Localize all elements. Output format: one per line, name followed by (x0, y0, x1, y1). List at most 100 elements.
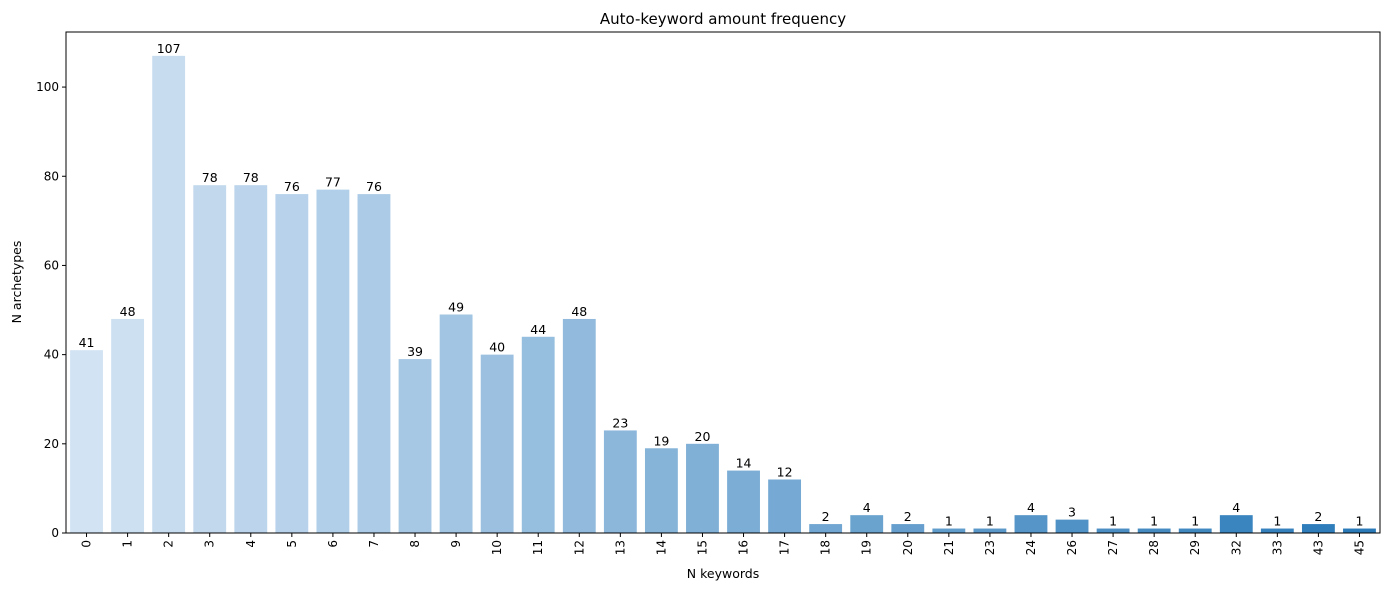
x-tick-label: 29 (1188, 540, 1202, 555)
bar-value-label: 1 (1150, 514, 1158, 529)
x-tick-label: 6 (326, 540, 340, 548)
x-tick-label: 9 (449, 540, 463, 548)
bar-value-label: 4 (863, 500, 871, 515)
bar-15 (686, 443, 719, 533)
bar-8 (398, 359, 432, 533)
x-tick-label: 13 (613, 540, 627, 555)
bar-value-label: 2 (1314, 509, 1322, 524)
bar-23 (973, 528, 1007, 533)
x-tick-label: 19 (860, 540, 874, 555)
x-tick-label: 16 (737, 540, 751, 555)
bar-21 (932, 528, 966, 533)
y-tick-label: 60 (44, 258, 59, 272)
x-axis-ticks: 0 1 2 3 4 5 6 7 8 9 10 11 12 13 14 15 16 17 18 19 20 21 23 24 26… (80, 533, 1366, 555)
bar-value-label: 12 (777, 464, 793, 479)
bar-24 (1014, 515, 1048, 533)
bar-1 (111, 318, 145, 533)
x-tick-label: 14 (654, 540, 668, 555)
x-tick-label: 27 (1106, 540, 1120, 555)
bar-14 (644, 448, 678, 533)
bar-value-label: 78 (202, 170, 218, 185)
y-tick-label: 40 (44, 348, 59, 362)
plot-frame (65, 31, 1381, 534)
x-tick-label: 8 (408, 540, 422, 548)
x-tick-label: 45 (1352, 540, 1366, 555)
x-tick-label: 4 (244, 540, 258, 548)
bar-33 (1260, 528, 1294, 533)
bar-value-label: 1 (1191, 514, 1199, 529)
x-tick-label: 15 (695, 540, 709, 555)
bar-18 (809, 524, 843, 533)
bar-6 (316, 189, 350, 533)
bar-value-label: 1 (1273, 514, 1281, 529)
x-tick-label: 12 (572, 540, 586, 555)
x-tick-label: 3 (203, 540, 217, 548)
bars-group (70, 55, 1376, 534)
bar-value-label: 48 (571, 304, 587, 319)
bar-29 (1178, 528, 1212, 533)
x-tick-label: 5 (285, 540, 299, 548)
x-tick-label: 43 (1311, 540, 1325, 555)
bar-27 (1096, 528, 1130, 533)
bar-value-label: 48 (120, 304, 136, 319)
bar-32 (1219, 515, 1253, 533)
bar-9 (439, 314, 473, 533)
bar-value-label: 77 (325, 175, 341, 190)
bar-value-label: 40 (489, 340, 505, 355)
bar-value-label: 4 (1027, 500, 1035, 515)
x-tick-label: 24 (1024, 540, 1038, 555)
bar-43 (1301, 524, 1335, 533)
bar-value-label: 1 (1355, 514, 1363, 529)
x-tick-label: 10 (490, 540, 504, 555)
bar-value-label: 49 (448, 300, 464, 315)
y-tick-label: 100 (36, 80, 59, 94)
bar-value-label: 39 (407, 344, 423, 359)
bar-value-label: 76 (366, 179, 382, 194)
bar-value-label: 41 (79, 335, 95, 350)
bar-value-label: 23 (612, 415, 628, 430)
bar-value-label: 107 (157, 41, 181, 56)
bar-value-label: 1 (945, 514, 953, 529)
bar-28 (1137, 528, 1171, 533)
bar-value-label: 2 (822, 509, 830, 524)
bar-2 (152, 55, 186, 534)
bar-13 (603, 430, 637, 533)
bar-5 (275, 194, 309, 533)
x-tick-label: 20 (901, 540, 915, 555)
bar-7 (357, 194, 391, 533)
y-axis-ticks: 0 20 40 60 80 100 (36, 80, 66, 540)
bar-value-label: 3 (1068, 505, 1076, 520)
bar-12 (562, 318, 596, 533)
chart-title: Auto-keyword amount frequency (600, 10, 846, 28)
y-tick-label: 20 (44, 437, 59, 451)
bar-value-label: 14 (736, 456, 752, 471)
bar-19 (850, 515, 884, 533)
bar-value-label: 1 (1109, 514, 1117, 529)
x-tick-label: 32 (1229, 540, 1243, 555)
x-axis-title: N keywords (687, 566, 759, 581)
bar-value-label: 2 (904, 509, 912, 524)
y-tick-label: 0 (51, 526, 59, 540)
bar-value-label: 4 (1232, 500, 1240, 515)
bar-value-label: 78 (243, 170, 259, 185)
x-tick-label: 21 (942, 540, 956, 555)
bar-45 (1343, 528, 1376, 533)
x-tick-label: 28 (1147, 540, 1161, 555)
x-tick-label: 23 (983, 540, 997, 555)
bar-value-label: 1 (986, 514, 994, 529)
bar-4 (234, 185, 268, 533)
bar-value-label: 76 (284, 179, 300, 194)
bar-10 (480, 354, 514, 533)
x-tick-label: 2 (162, 540, 176, 548)
bar-11 (521, 336, 555, 533)
x-tick-label: 7 (367, 540, 381, 548)
bar-value-label: 19 (653, 433, 669, 448)
x-tick-label: 18 (819, 540, 833, 555)
y-axis-title: N archetypes (9, 241, 24, 324)
x-tick-label: 33 (1270, 540, 1284, 555)
bar-0 (70, 350, 103, 533)
bar-26 (1055, 519, 1089, 533)
x-tick-label: 1 (121, 540, 135, 548)
